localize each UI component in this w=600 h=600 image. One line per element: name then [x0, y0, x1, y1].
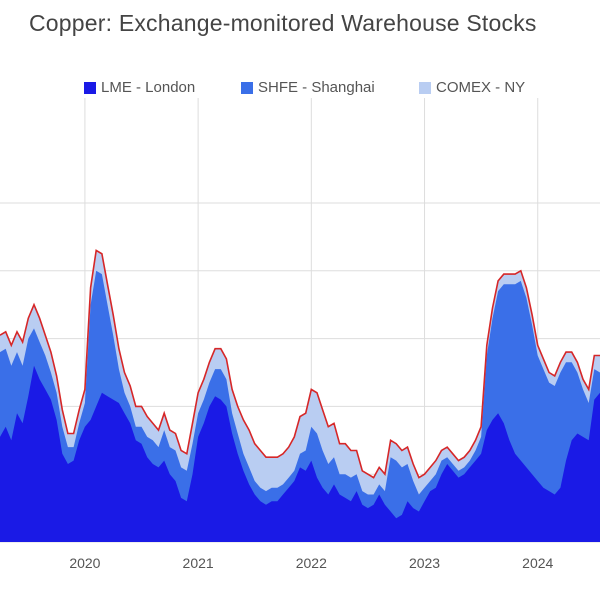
area-lme — [0, 365, 600, 542]
x-tick-label: 2020 — [69, 555, 100, 571]
x-tick-label: 2024 — [522, 555, 553, 571]
legend-item-shfe[interactable]: SHFE - Shanghai — [241, 79, 375, 96]
legend-label-shfe: SHFE - Shanghai — [258, 79, 375, 96]
x-axis: 2020 2021 2022 2023 2024 — [69, 555, 553, 571]
legend-item-lme[interactable]: LME - London — [84, 79, 195, 96]
legend-label-comex: COMEX - NY — [436, 79, 526, 96]
legend-swatch-lme — [84, 81, 96, 94]
legend: LME - London SHFE - Shanghai COMEX - NY — [0, 79, 600, 99]
legend-swatch-shfe — [241, 81, 253, 94]
legend-swatch-comex — [419, 81, 431, 94]
chart-title: Copper: Exchange-monitored Warehouse Sto… — [29, 10, 537, 36]
total-line — [0, 249, 600, 479]
total-line-group — [0, 249, 600, 479]
x-tick-label: 2021 — [183, 555, 214, 571]
stacked-areas — [0, 250, 600, 542]
legend-label-lme: LME - London — [101, 79, 196, 96]
legend-item-comex[interactable]: COMEX - NY — [419, 79, 525, 96]
x-tick-label: 2022 — [296, 555, 327, 571]
x-tick-label: 2023 — [409, 555, 440, 571]
